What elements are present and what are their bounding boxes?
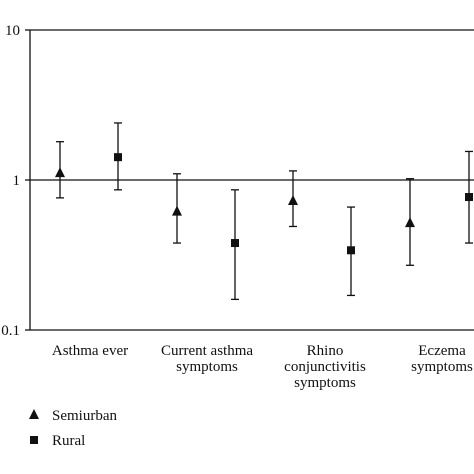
category-label-1-line-0: Current asthma	[161, 343, 253, 359]
point-square-1	[231, 239, 239, 248]
point-square-3	[465, 193, 473, 202]
point-square-0	[114, 153, 122, 162]
y-tick-label-1: 1	[13, 173, 21, 189]
y-tick-labels: 0.1 1 10	[1, 23, 20, 339]
legend-triangle-icon	[29, 409, 39, 419]
category-label-2-line-1: conjunctivitis	[284, 359, 366, 375]
point-square-2	[347, 246, 355, 255]
data-marks	[55, 122, 473, 301]
point-triangle-0	[55, 167, 65, 178]
point-triangle-1	[172, 205, 182, 216]
point-triangle-2	[288, 195, 298, 206]
category-labels: Asthma ever Current asthmasymptomsRhinoco…	[52, 343, 473, 391]
category-label-3-line-0: Eczema	[418, 343, 466, 359]
category-label-0-line-0: Asthma ever	[52, 343, 128, 359]
legend-label-0: Semiurban	[52, 408, 117, 424]
category-label-2-line-0: Rhino	[307, 343, 344, 359]
y-tick-label-0: 0.1	[1, 323, 20, 339]
category-label-3-line-1: symptoms	[411, 359, 473, 375]
legend-square-icon	[30, 436, 38, 444]
category-label-2-line-2: symptoms	[294, 375, 356, 391]
y-tick-label-2: 10	[5, 23, 20, 39]
legend-label-1: Rural	[52, 433, 85, 449]
point-triangle-3	[405, 217, 415, 228]
category-label-1-line-1: symptoms	[176, 359, 238, 375]
legend: Semiurban Rural	[29, 408, 117, 449]
